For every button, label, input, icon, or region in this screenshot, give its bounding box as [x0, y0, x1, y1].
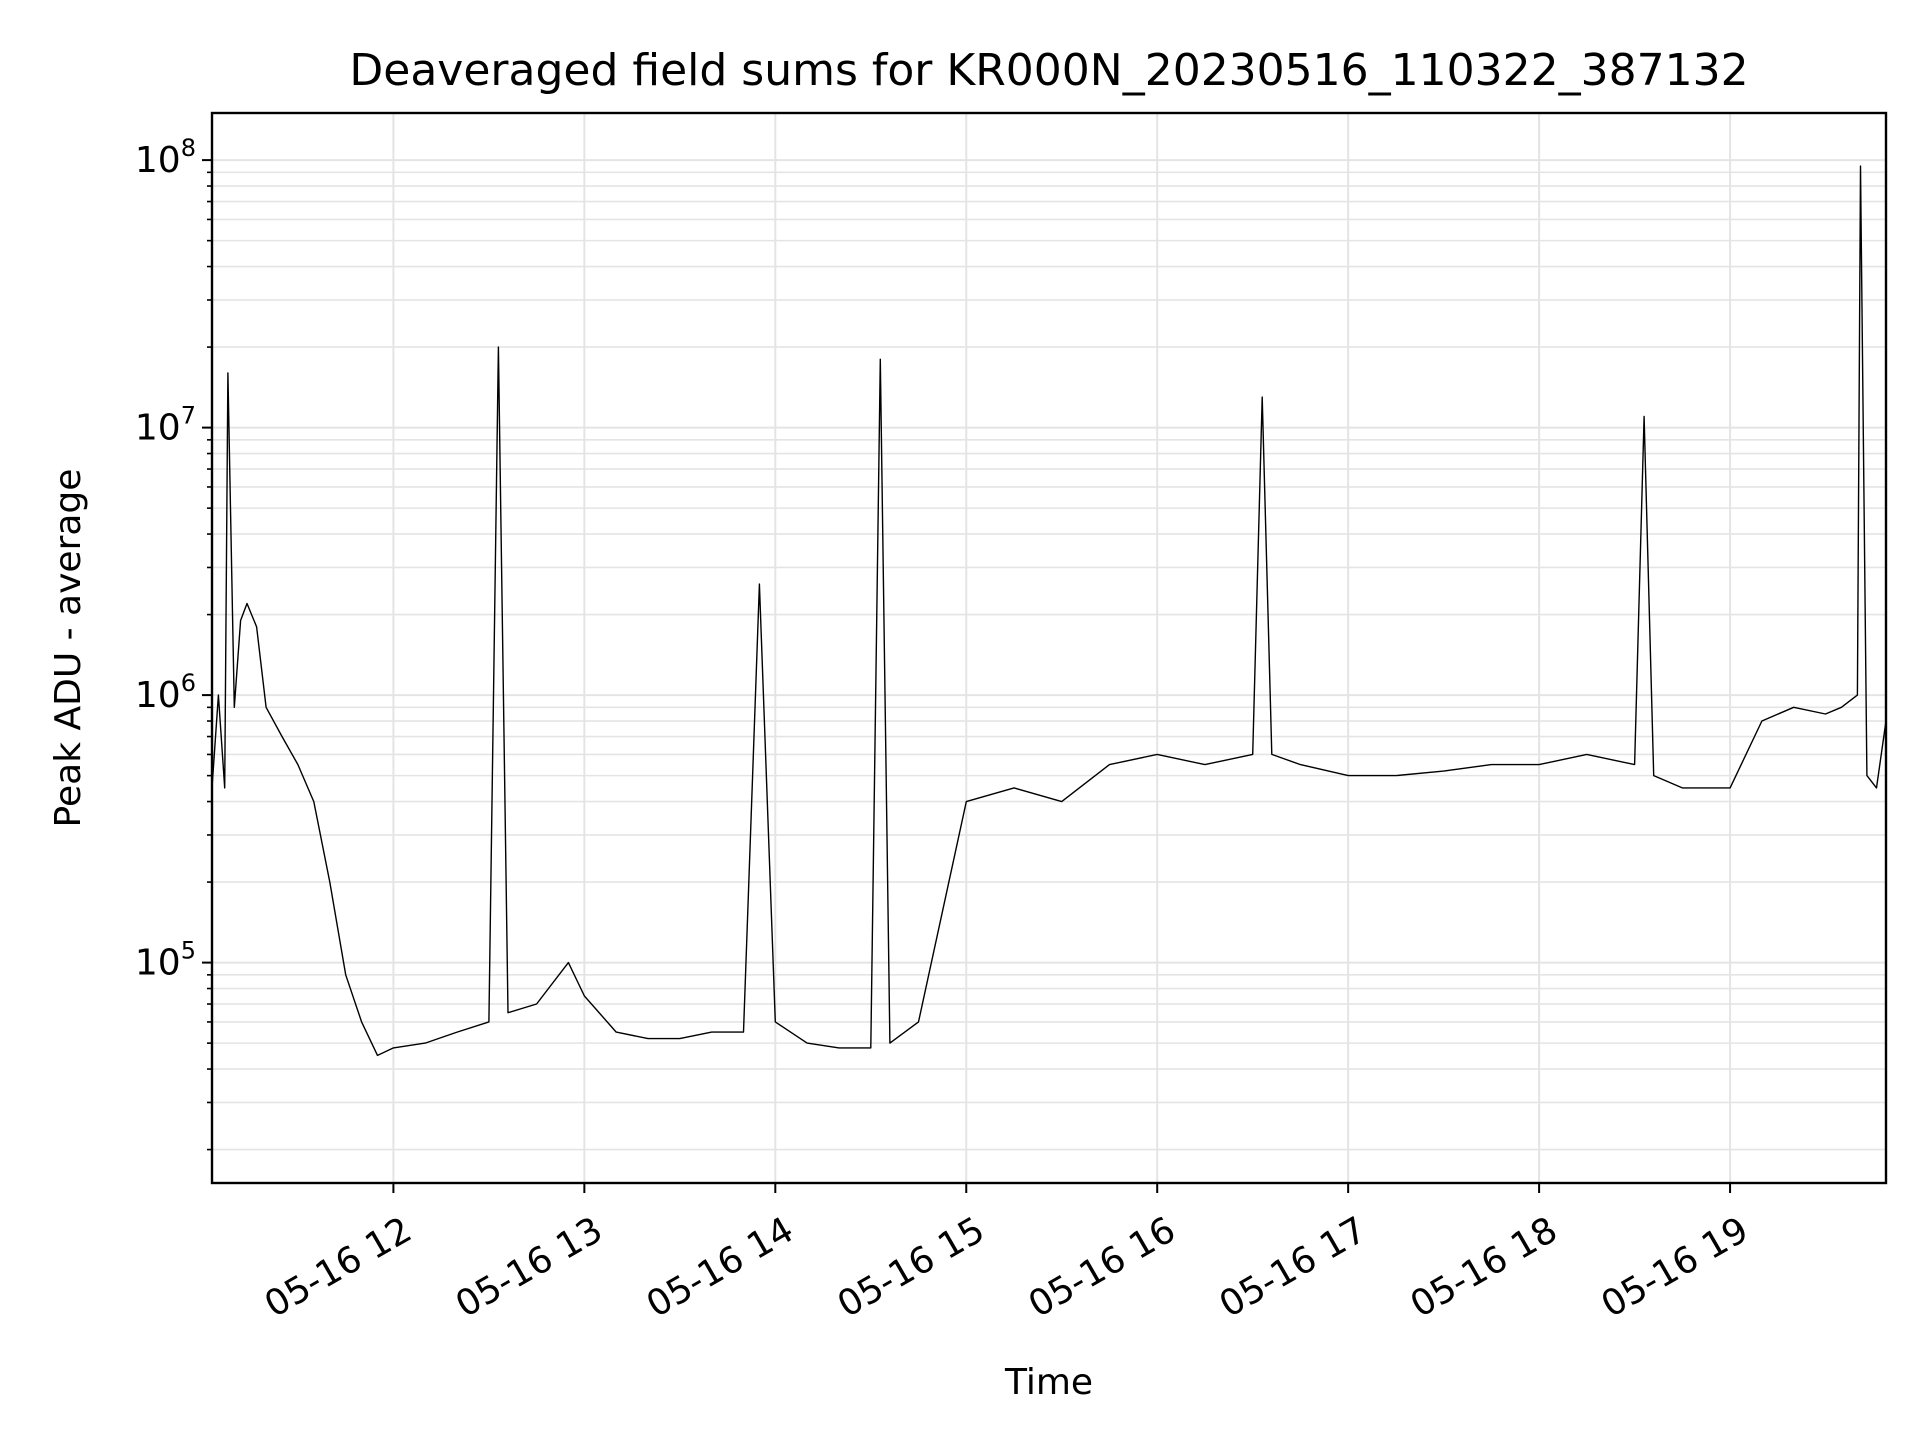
y-axis-label: Peak ADU - average: [48, 469, 89, 828]
x-axis-label: Time: [1004, 1362, 1093, 1403]
y-tick-label: 106: [135, 669, 196, 716]
y-tick-label: 107: [135, 402, 196, 449]
series-line: [212, 165, 1886, 1057]
plot-layer: [212, 165, 1886, 1057]
y-tick-label: 108: [135, 134, 196, 181]
chart-title: Deaveraged field sums for KR000N_2023051…: [349, 45, 1748, 96]
plot-frame: [210, 111, 1888, 1185]
grid-layer: [212, 113, 1886, 1183]
y-tick-label: 105: [135, 937, 196, 984]
